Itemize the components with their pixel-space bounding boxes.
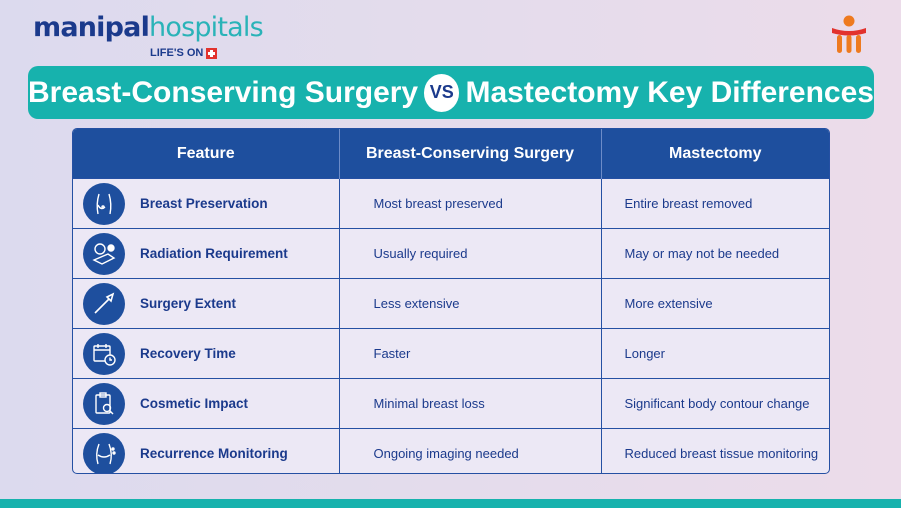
table-header-row: Feature Breast-Conserving Surgery Mastec… bbox=[73, 129, 829, 179]
logo-name-part2: hospitals bbox=[149, 12, 264, 43]
bottom-accent-strip bbox=[0, 499, 901, 508]
table-row: Recurrence Monitoring Ongoing imaging ne… bbox=[73, 428, 829, 473]
bcs-cell: Ongoing imaging needed bbox=[339, 428, 602, 473]
body-monitoring-icon bbox=[83, 432, 125, 473]
header-feature: Feature bbox=[73, 129, 340, 179]
feature-label: Recurrence Monitoring bbox=[140, 446, 288, 461]
feature-label: Radiation Requirement bbox=[140, 246, 288, 261]
title-left: Breast-Conserving Surgery bbox=[28, 75, 419, 109]
mastectomy-cell: Longer bbox=[601, 328, 829, 379]
table-row: Surgery Extent Less extensive More exten… bbox=[73, 278, 829, 329]
mastectomy-cell: Reduced breast tissue monitoring bbox=[601, 428, 829, 473]
header-bcs: Breast-Conserving Surgery bbox=[339, 129, 602, 179]
logo-tagline: LIFE'S ON bbox=[150, 47, 218, 59]
bcs-cell: Most breast preserved bbox=[339, 178, 602, 229]
breast-icon bbox=[83, 182, 125, 225]
bcs-cell: Faster bbox=[339, 328, 602, 379]
feature-label: Recovery Time bbox=[140, 346, 236, 361]
vs-badge: VS bbox=[424, 73, 460, 112]
header-mastectomy: Mastectomy bbox=[601, 129, 829, 179]
table-row: Radiation Requirement Usually required M… bbox=[73, 228, 829, 279]
manipal-logo-icon bbox=[832, 15, 866, 53]
scalpel-icon bbox=[83, 282, 125, 325]
radiation-icon bbox=[83, 232, 125, 275]
feature-label: Breast Preservation bbox=[140, 196, 268, 211]
title-banner: Breast-Conserving Surgery VS Mastectomy … bbox=[28, 66, 874, 119]
red-cross-icon bbox=[206, 47, 218, 59]
comparison-table: Feature Breast-Conserving Surgery Mastec… bbox=[72, 128, 830, 474]
table-row: Cosmetic Impact Minimal breast loss Sign… bbox=[73, 378, 829, 429]
table-row: Breast Preservation Most breast preserve… bbox=[73, 178, 829, 229]
mastectomy-cell: More extensive bbox=[601, 278, 829, 329]
logo-wordmark: manipalhospitals bbox=[33, 11, 264, 45]
bcs-cell: Minimal breast loss bbox=[339, 378, 602, 429]
bcs-cell: Usually required bbox=[339, 228, 602, 279]
title-right: Mastectomy Key Differences bbox=[465, 75, 874, 109]
table-row: Recovery Time Faster Longer bbox=[73, 328, 829, 379]
mastectomy-cell: May or may not be needed bbox=[601, 228, 829, 279]
manipal-hospitals-logo: manipalhospitals LIFE'S ON bbox=[33, 11, 264, 59]
feature-label: Cosmetic Impact bbox=[140, 396, 249, 411]
logo-name-part1: manipal bbox=[33, 12, 150, 43]
tagline-text: LIFE'S ON bbox=[150, 47, 204, 59]
mastectomy-cell: Entire breast removed bbox=[601, 178, 829, 229]
bcs-cell: Less extensive bbox=[339, 278, 602, 329]
feature-label: Surgery Extent bbox=[140, 296, 237, 311]
calendar-clock-icon bbox=[83, 332, 125, 375]
mastectomy-cell: Significant body contour change bbox=[601, 378, 829, 429]
clipboard-search-icon bbox=[83, 382, 125, 425]
